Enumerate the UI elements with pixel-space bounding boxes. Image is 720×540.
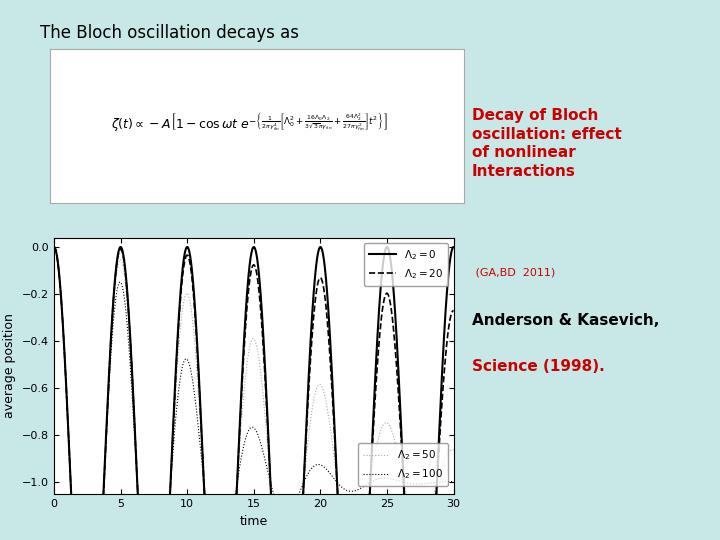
Legend: $\Lambda_2=50$, $\Lambda_2=100$: $\Lambda_2=50$, $\Lambda_2=100$ (358, 443, 449, 487)
Y-axis label: average position: average position (4, 313, 17, 418)
Text: (GA,BD  2011): (GA,BD 2011) (472, 267, 555, 278)
Text: $\zeta(t) \propto -A\left[1 - \cos\omega t\; e^{-\left\{\frac{1}{2\pi\gamma^4_{f: $\zeta(t) \propto -A\left[1 - \cos\omega… (111, 111, 387, 134)
Text: Science (1998).: Science (1998). (472, 359, 604, 374)
Text: The Bloch oscillation decays as: The Bloch oscillation decays as (40, 24, 299, 42)
Text: Decay of Bloch
oscillation: effect
of nonlinear
Interactions: Decay of Bloch oscillation: effect of no… (472, 108, 621, 179)
X-axis label: time: time (240, 515, 268, 528)
Text: Anderson & Kasevich,: Anderson & Kasevich, (472, 313, 659, 328)
